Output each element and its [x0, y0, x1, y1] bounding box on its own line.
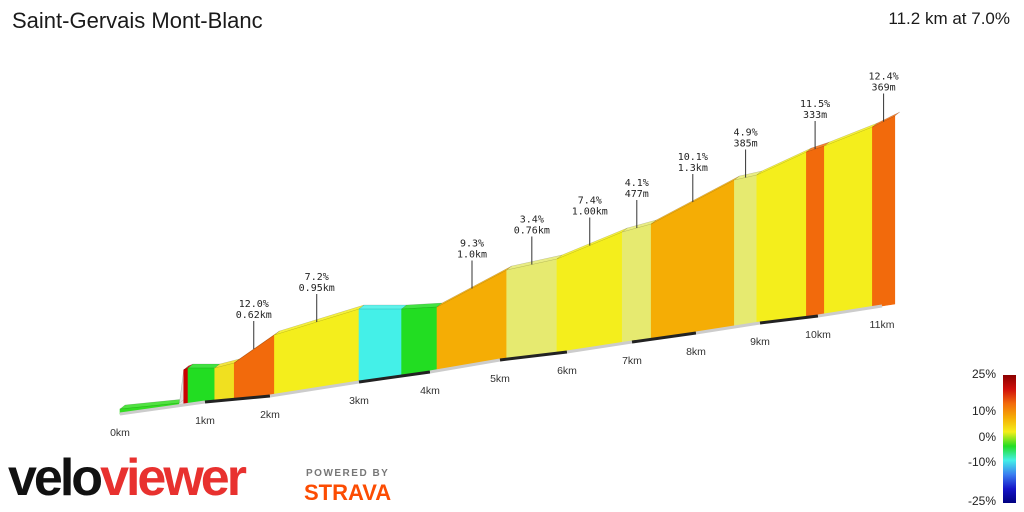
strava-logo[interactable]: STRAVA: [304, 480, 392, 505]
km-tick-label: 6km: [557, 365, 577, 377]
profile-segment: [233, 334, 275, 400]
profile-top-surface: [358, 304, 408, 310]
km-ticks: 0km 1km 2km 3km 4km 5km 6km 7km 8km 9km 10km 11km: [110, 304, 895, 439]
segment-length-label: 0.62km: [236, 310, 272, 321]
profile-segment: [506, 258, 558, 360]
logo-velo: velo: [8, 449, 103, 507]
km-baseline-dash: [358, 370, 431, 384]
profile-segment: [556, 231, 623, 354]
km-baseline-dash: [499, 350, 568, 362]
profile-top-surface: [872, 111, 900, 128]
logo-viewer: viewer: [100, 449, 247, 507]
km-tick-label: 0km: [110, 427, 130, 439]
page-title: Saint-Gervais Mont-Blanc: [12, 8, 263, 33]
segment-gradient-label: 10.1%: [678, 152, 708, 163]
profile-segment: [806, 145, 825, 318]
km-baseline-dash: [429, 358, 501, 374]
segment-gradient-label: 12.0%: [239, 299, 269, 310]
km-baseline-dash: [204, 394, 271, 404]
color-scale-bar: [1003, 375, 1016, 503]
profile-segments: [119, 111, 900, 415]
segment-length-label: 333m: [803, 110, 827, 121]
km-tick-label: 2km: [260, 409, 280, 421]
segment-gradient-label: 7.2%: [305, 272, 329, 283]
km-baseline-dash: [817, 304, 883, 318]
color-scale-label: 10%: [972, 404, 996, 418]
color-scale-label: 25%: [972, 367, 996, 381]
segment-labels: 12.0%0.62km 7.2%0.95km 9.3%1.0km 3.4%0.76km…: [236, 72, 899, 349]
color-scale-label: -25%: [968, 494, 996, 508]
segment-length-label: 1.00km: [572, 207, 608, 218]
segment-gradient-label: 12.4%: [869, 72, 899, 83]
profile-segment: [650, 179, 735, 340]
km-tick-label: 5km: [490, 373, 510, 385]
profile-segment: [401, 306, 438, 377]
km-tick-label: 1km: [195, 415, 215, 427]
color-scale-label: -10%: [968, 455, 996, 469]
climb-summary: 11.2 km at 7.0%: [888, 9, 1010, 28]
veloviewer-logo[interactable]: veloviewer: [8, 449, 247, 507]
segment-length-label: 0.76km: [514, 226, 550, 237]
segment-gradient-label: 3.4%: [520, 215, 544, 226]
km-tick-label: 10km: [805, 329, 831, 341]
segment-gradient-label: 11.5%: [800, 99, 830, 110]
km-tick-label: 9km: [750, 336, 770, 348]
color-scale-label: 0%: [979, 430, 997, 444]
gradient-color-scale: 25% 10% 0% -10% -25%: [968, 367, 1016, 508]
profile-segment: [183, 367, 189, 406]
km-tick-label: 7km: [622, 355, 642, 367]
segment-length-label: 1.0km: [457, 250, 487, 261]
profile-top-surface: [187, 363, 221, 369]
profile-segment: [872, 115, 896, 308]
km-baseline-dash: [566, 340, 633, 354]
km-tick-label: 11km: [870, 319, 895, 331]
km-baseline-dash: [631, 331, 697, 344]
segment-gradient-label: 9.3%: [460, 239, 484, 250]
profile-segment: [187, 367, 216, 405]
km-tick-label: 8km: [686, 346, 706, 358]
segment-gradient-label: 4.9%: [734, 128, 758, 139]
profile-segment: [824, 126, 873, 316]
segment-gradient-label: 4.1%: [625, 178, 649, 189]
profile-segment: [214, 362, 235, 402]
segment-length-label: 385m: [734, 139, 758, 150]
segment-length-label: 369m: [872, 83, 896, 94]
segment-length-label: 1.3km: [678, 163, 708, 174]
km-baseline-dash: [695, 321, 761, 335]
profile-segment: [621, 223, 652, 344]
km-baseline-dash: [119, 400, 206, 416]
segment-length-label: 477m: [625, 189, 649, 200]
km-tick-label: 3km: [349, 395, 369, 407]
km-baseline-dash: [759, 314, 819, 325]
km-baseline-dash: [269, 380, 360, 398]
km-tick-label: 4km: [420, 385, 440, 397]
profile-segment: [734, 174, 758, 328]
powered-by-label: POWERED BY: [306, 468, 390, 479]
profile-segment: [358, 308, 402, 383]
segment-length-label: 0.95km: [299, 283, 335, 294]
profile-segment: [756, 151, 807, 324]
segment-gradient-label: 7.4%: [578, 196, 602, 207]
